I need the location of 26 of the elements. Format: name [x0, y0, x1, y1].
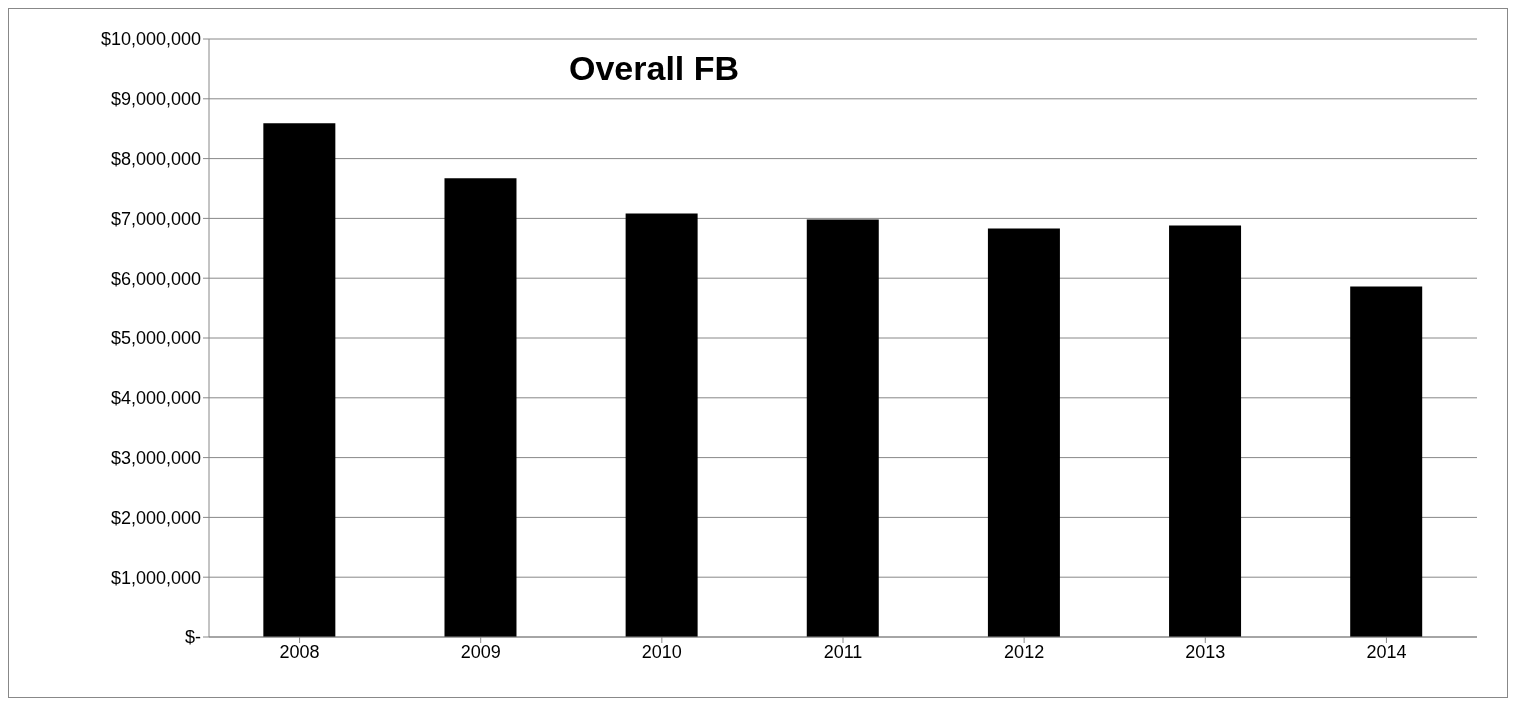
x-tick-label: 2008: [279, 641, 320, 662]
bar: [625, 213, 698, 637]
bar: [987, 228, 1060, 637]
y-tick-label: $7,000,000: [110, 208, 201, 229]
y-tick-label: $5,000,000: [110, 328, 201, 349]
bar: [806, 219, 879, 637]
y-tick-label: $10,000,000: [100, 29, 201, 50]
bar: [1350, 286, 1423, 637]
y-tick-label: $3,000,000: [110, 447, 201, 468]
y-tick-label: $2,000,000: [110, 507, 201, 528]
x-tick-label: 2013: [1185, 641, 1226, 662]
y-tick-label: $4,000,000: [110, 388, 201, 409]
x-tick-label: 2011: [823, 641, 863, 662]
bar: [444, 178, 517, 637]
y-tick-label: $-: [184, 627, 201, 648]
bar: [1169, 225, 1242, 637]
y-tick-label: $6,000,000: [110, 268, 201, 289]
x-tick-label: 2014: [1366, 641, 1407, 662]
y-tick-label: $8,000,000: [110, 148, 201, 169]
bar: [263, 123, 336, 637]
x-tick-label: 2009: [460, 641, 501, 662]
x-tick-label: 2010: [641, 641, 682, 662]
y-tick-label: $9,000,000: [110, 89, 201, 110]
y-tick-label: $1,000,000: [110, 567, 201, 588]
x-tick-label: 2012: [1004, 641, 1045, 662]
chart-title: Overall FB: [569, 49, 740, 88]
